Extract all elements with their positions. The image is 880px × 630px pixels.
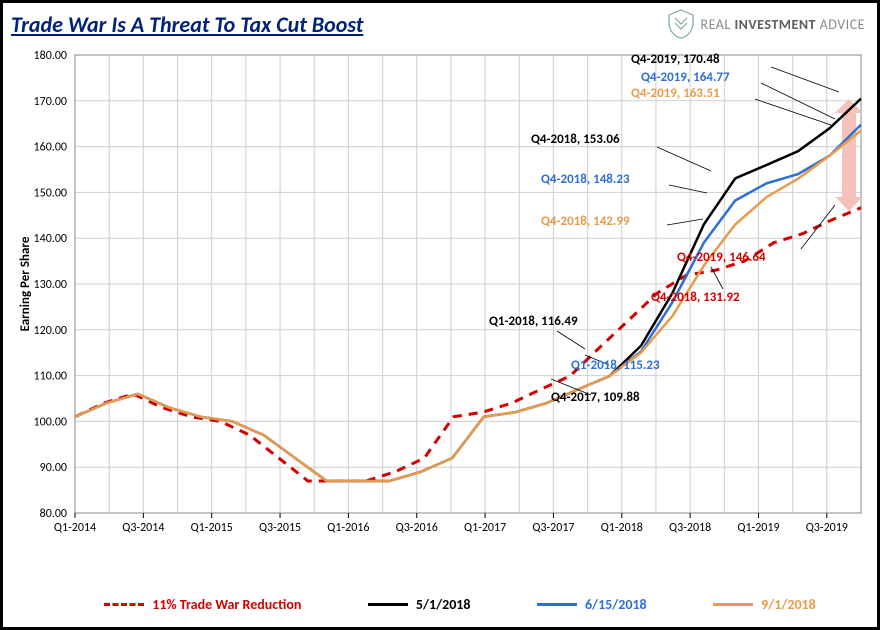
svg-text:Q1-2014: Q1-2014 bbox=[54, 521, 96, 535]
legend-swatch bbox=[368, 603, 408, 606]
svg-text:Q3-2016: Q3-2016 bbox=[396, 521, 438, 535]
legend-item: 5/1/2018 bbox=[368, 596, 471, 613]
chart-container: Trade War Is A Threat To Tax Cut Boost R… bbox=[0, 0, 880, 630]
svg-text:Q1-2018: Q1-2018 bbox=[601, 521, 643, 535]
header: Trade War Is A Threat To Tax Cut Boost R… bbox=[3, 3, 877, 39]
svg-text:Q4-2019, 170.48: Q4-2019, 170.48 bbox=[631, 52, 720, 67]
legend-swatch bbox=[104, 603, 144, 606]
shield-icon bbox=[668, 9, 694, 39]
legend-label: 11% Trade War Reduction bbox=[152, 596, 301, 613]
svg-text:Q4-2018, 153.06: Q4-2018, 153.06 bbox=[531, 132, 620, 147]
legend-swatch bbox=[713, 603, 753, 606]
svg-text:Q3-2019: Q3-2019 bbox=[806, 521, 848, 535]
legend-label: 9/1/2018 bbox=[761, 596, 816, 613]
legend-item: 6/15/2018 bbox=[537, 596, 647, 613]
svg-text:Q1-2015: Q1-2015 bbox=[191, 521, 233, 535]
brand-text: REAL INVESTMENT ADVICE bbox=[700, 16, 865, 33]
legend-label: 5/1/2018 bbox=[416, 596, 471, 613]
svg-text:120.00: 120.00 bbox=[34, 324, 67, 338]
svg-text:Earning Per Share: Earning Per Share bbox=[18, 236, 33, 331]
svg-text:Q4-2019, 164.77: Q4-2019, 164.77 bbox=[641, 70, 730, 85]
svg-text:90.00: 90.00 bbox=[40, 461, 67, 475]
svg-text:170.00: 170.00 bbox=[34, 95, 67, 109]
svg-text:80.00: 80.00 bbox=[40, 507, 67, 521]
svg-text:130.00: 130.00 bbox=[34, 278, 67, 292]
chart-area: 80.00 90.00 100.00 110.00 120.00 130.00 140.00… bbox=[11, 49, 869, 619]
svg-text:140.00: 140.00 bbox=[34, 232, 67, 246]
svg-text:Q3-2017: Q3-2017 bbox=[532, 521, 574, 535]
svg-text:Q1-2018, 116.49: Q1-2018, 116.49 bbox=[489, 314, 578, 329]
svg-text:110.00: 110.00 bbox=[34, 370, 67, 384]
brand-logo: REAL INVESTMENT ADVICE bbox=[668, 9, 865, 39]
svg-text:Q1-2017: Q1-2017 bbox=[464, 521, 506, 535]
svg-text:Q1-2019: Q1-2019 bbox=[737, 521, 779, 535]
svg-text:150.00: 150.00 bbox=[34, 186, 67, 200]
svg-text:160.00: 160.00 bbox=[34, 141, 67, 155]
svg-text:100.00: 100.00 bbox=[34, 415, 67, 429]
legend-swatch bbox=[537, 603, 577, 606]
line-chart: 80.00 90.00 100.00 110.00 120.00 130.00 140.00… bbox=[11, 49, 875, 589]
svg-text:Q3-2018: Q3-2018 bbox=[669, 521, 711, 535]
svg-text:Q4-2018, 142.99: Q4-2018, 142.99 bbox=[541, 214, 630, 229]
svg-text:Q1-2018, 115.23: Q1-2018, 115.23 bbox=[571, 358, 660, 373]
legend-item: 9/1/2018 bbox=[713, 596, 816, 613]
svg-text:Q4-2019, 146.64: Q4-2019, 146.64 bbox=[677, 250, 766, 265]
legend-item: 11% Trade War Reduction bbox=[104, 596, 301, 613]
svg-text:Q3-2014: Q3-2014 bbox=[122, 521, 164, 535]
chart-title: Trade War Is A Threat To Tax Cut Boost bbox=[11, 11, 363, 38]
svg-text:180.00: 180.00 bbox=[34, 49, 67, 63]
legend-label: 6/15/2018 bbox=[585, 596, 647, 613]
legend: 11% Trade War Reduction 5/1/2018 6/15/2018… bbox=[71, 596, 849, 613]
svg-text:Q4-2018, 148.23: Q4-2018, 148.23 bbox=[541, 172, 630, 187]
svg-text:Q4-2017, 109.88: Q4-2017, 109.88 bbox=[551, 390, 640, 405]
svg-text:Q4-2019, 163.51: Q4-2019, 163.51 bbox=[631, 86, 720, 101]
svg-text:Q1-2016: Q1-2016 bbox=[327, 521, 369, 535]
svg-text:Q4-2018, 131.92: Q4-2018, 131.92 bbox=[651, 290, 740, 305]
svg-text:Q3-2015: Q3-2015 bbox=[259, 521, 301, 535]
